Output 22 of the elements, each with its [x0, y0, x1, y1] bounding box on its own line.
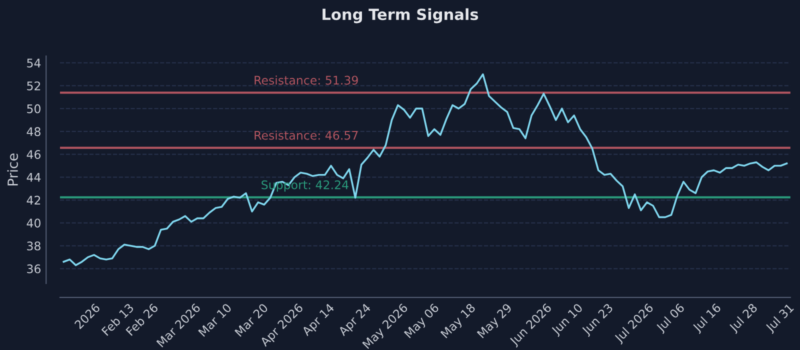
y-tick-label: 38: [27, 241, 40, 250]
line-series: [62, 73, 788, 266]
y-tick-label: 50: [27, 104, 40, 114]
y-tick-label: 46: [26, 150, 41, 159]
y-tick-label: 42: [26, 196, 40, 205]
chart-title: Long Term Signals: [322, 8, 478, 24]
y-tick-label: 44: [26, 173, 41, 182]
ref-line-label: Resistance: 46.57: [254, 130, 358, 140]
y-tick-label: 36: [27, 264, 41, 274]
x-tick-label: Apr 14: [301, 302, 336, 338]
y-tick-label: 52: [27, 81, 40, 90]
x-tick-label: Jul 06: [655, 302, 686, 334]
x-tick-label: Jul 28: [728, 302, 760, 334]
x-tick-label: Jul 31: [764, 303, 796, 334]
y-tick-label: 54: [27, 58, 41, 68]
x-tick-label: Jun 23: [580, 303, 615, 338]
y-tick-label: 48: [26, 127, 40, 136]
y-axis-title: Price: [7, 154, 18, 186]
y-tick-label: 40: [26, 218, 40, 228]
x-tick-label: Jul 16: [692, 302, 723, 334]
ref-line-label: Resistance: 51.39: [254, 76, 358, 85]
x-tick-label: Mar 20: [234, 302, 268, 337]
